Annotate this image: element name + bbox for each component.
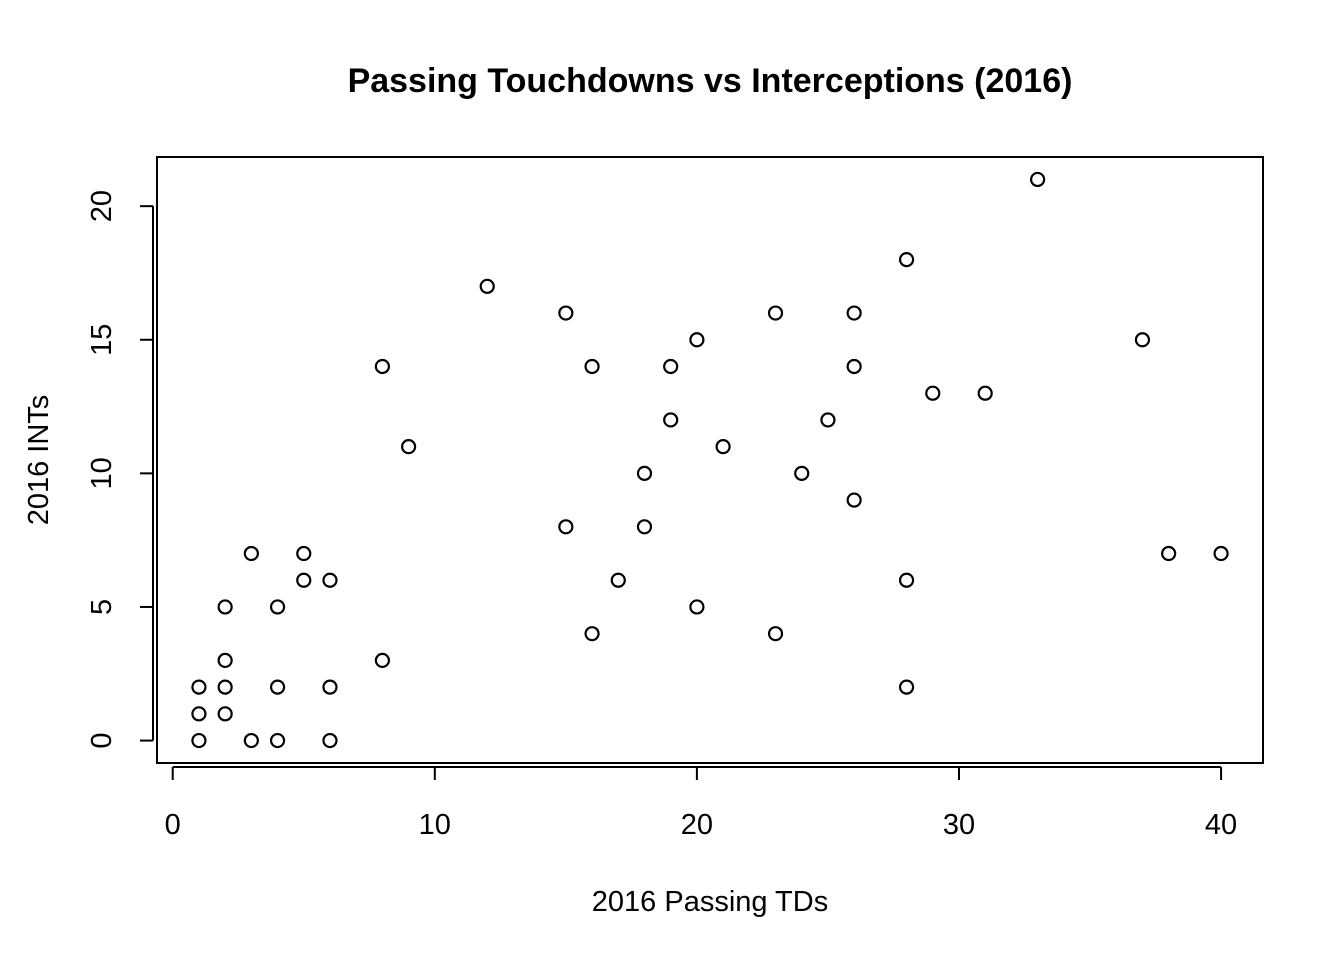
- y-tick-label: 5: [86, 599, 118, 615]
- data-point: [925, 385, 941, 401]
- data-point: [820, 412, 836, 428]
- data-point: [636, 465, 653, 481]
- data-point: [217, 679, 233, 695]
- data-point: [217, 652, 233, 668]
- x-tick-label: 20: [681, 809, 713, 841]
- data-point: [191, 679, 207, 695]
- x-axis-label: 2016 Passing TDs: [592, 886, 828, 918]
- data-point: [322, 679, 338, 695]
- data-point: [322, 732, 338, 749]
- data-point: [898, 252, 915, 268]
- data-point: [846, 492, 862, 508]
- data-point: [243, 732, 259, 749]
- plot-frame: [156, 156, 1264, 764]
- data-point: [794, 465, 810, 481]
- data-point: [977, 385, 993, 401]
- data-point: [689, 599, 705, 615]
- data-point: [191, 706, 207, 722]
- data-point: [584, 626, 600, 642]
- data-point: [296, 545, 312, 562]
- data-point: [610, 572, 626, 588]
- data-point: [636, 519, 653, 535]
- data-point: [1030, 171, 1046, 188]
- x-tick-label: 40: [1205, 809, 1237, 841]
- y-tick-label: 20: [86, 190, 118, 222]
- data-point: [401, 439, 417, 455]
- data-point: [479, 278, 495, 294]
- data-point: [558, 519, 574, 535]
- data-point: [767, 626, 784, 642]
- data-point: [846, 358, 862, 375]
- data-point: [898, 572, 915, 588]
- chart-title: Passing Touchdowns vs Interceptions (201…: [348, 62, 1073, 100]
- data-point: [689, 332, 705, 348]
- data-point: [663, 358, 679, 375]
- data-point: [558, 305, 574, 321]
- y-tick-label: 10: [86, 457, 118, 489]
- data-point: [767, 305, 784, 321]
- data-point: [715, 439, 731, 455]
- data-point: [191, 732, 207, 749]
- data-point: [217, 706, 233, 722]
- data-point: [217, 599, 233, 615]
- data-point: [846, 305, 862, 321]
- y-axis-label: 2016 INTs: [23, 395, 55, 526]
- data-point: [584, 358, 600, 375]
- data-point: [898, 679, 915, 695]
- data-point: [374, 358, 390, 375]
- x-tick-label: 30: [943, 809, 975, 841]
- x-tick-label: 10: [419, 809, 451, 841]
- data-point: [1134, 332, 1151, 348]
- data-point: [1213, 545, 1229, 562]
- data-point: [269, 732, 286, 749]
- data-point: [374, 652, 390, 668]
- y-tick-label: 0: [86, 732, 118, 748]
- y-axis: 0 5 10 15 20: [86, 190, 154, 749]
- x-axis: 0 10 20 30 40: [165, 766, 1237, 841]
- data-points: [191, 171, 1229, 749]
- data-point: [1161, 545, 1177, 562]
- data-point: [269, 599, 286, 615]
- y-tick-label: 15: [86, 324, 118, 356]
- x-tick-label: 0: [165, 809, 181, 841]
- data-point: [663, 412, 679, 428]
- data-point: [296, 572, 312, 588]
- data-point: [243, 545, 259, 562]
- data-point: [269, 679, 286, 695]
- data-point: [322, 572, 338, 588]
